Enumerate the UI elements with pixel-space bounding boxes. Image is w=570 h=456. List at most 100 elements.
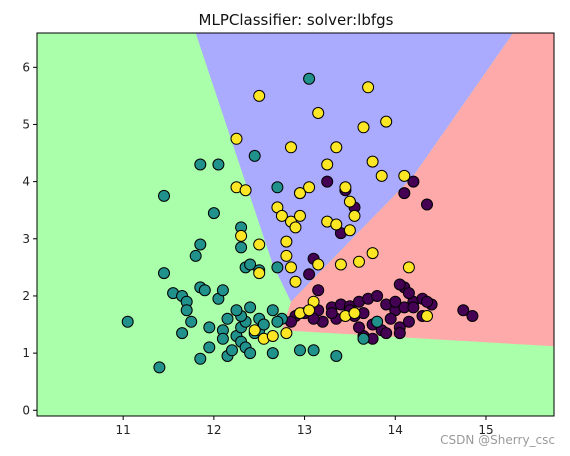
point-yellow — [402, 261, 415, 274]
point-yellow — [380, 115, 393, 128]
y-tick-label: 2 — [22, 289, 30, 303]
point-yellow — [357, 121, 370, 134]
point-yellow — [303, 304, 316, 317]
point-teal — [257, 318, 270, 331]
point-yellow — [235, 229, 248, 242]
point-purple — [393, 327, 406, 340]
point-yellow — [421, 310, 433, 322]
point-teal — [194, 352, 207, 365]
point-teal — [226, 344, 238, 357]
x-axis: 11 12 13 14 15 — [116, 416, 494, 437]
y-tick-label: 3 — [22, 232, 30, 246]
point-teal — [244, 301, 257, 314]
point-teal — [203, 341, 216, 354]
point-teal — [198, 284, 211, 297]
point-yellow — [339, 181, 352, 194]
point-teal — [271, 261, 284, 274]
point-yellow — [285, 141, 297, 154]
point-purple — [402, 287, 415, 300]
point-purple — [312, 284, 325, 297]
point-yellow — [275, 209, 288, 222]
point-teal — [221, 312, 234, 325]
point-teal — [121, 315, 134, 328]
region-blue — [195, 33, 514, 302]
point-teal — [203, 321, 216, 334]
point-yellow — [294, 187, 306, 200]
point-teal — [153, 361, 166, 374]
point-purple — [421, 295, 433, 308]
point-yellow — [362, 81, 375, 94]
y-tick-label: 6 — [22, 60, 30, 74]
point-yellow — [253, 238, 266, 251]
x-tick-label: 11 — [116, 423, 131, 437]
point-teal — [176, 327, 189, 340]
point-purple — [457, 304, 470, 317]
point-yellow — [366, 247, 379, 260]
point-yellow — [303, 181, 316, 194]
point-purple — [421, 198, 433, 211]
point-yellow — [366, 155, 379, 168]
point-teal — [244, 347, 257, 360]
y-tick-label: 4 — [22, 175, 30, 189]
point-teal — [266, 304, 279, 317]
point-teal — [180, 304, 193, 317]
point-yellow — [253, 89, 266, 102]
point-purple — [371, 290, 384, 302]
point-teal — [235, 241, 248, 254]
x-tick-label: 13 — [297, 423, 312, 437]
point-purple — [393, 278, 406, 291]
point-teal — [158, 189, 170, 202]
chart-title: MLPClassifier: solver:lbfgs — [199, 11, 394, 29]
point-teal — [244, 258, 257, 271]
point-yellow — [289, 275, 302, 288]
point-yellow — [285, 261, 297, 274]
point-teal — [216, 332, 229, 345]
y-axis: 0 1 2 3 4 5 6 — [22, 60, 37, 417]
point-teal — [158, 267, 170, 280]
point-teal — [185, 315, 198, 328]
point-yellow — [312, 258, 325, 271]
point-purple — [389, 295, 402, 308]
point-purple — [321, 175, 334, 188]
point-purple — [407, 175, 420, 188]
point-purple — [325, 307, 338, 320]
point-yellow — [353, 255, 365, 268]
point-teal — [189, 249, 202, 262]
point-yellow — [343, 195, 356, 208]
watermark: CSDN @Sherry_csc — [440, 433, 555, 447]
point-yellow — [375, 169, 388, 182]
point-yellow — [334, 258, 347, 271]
point-purple — [303, 268, 316, 281]
point-purple — [407, 301, 420, 314]
point-purple — [384, 312, 397, 325]
point-teal — [230, 304, 243, 317]
point-purple — [380, 327, 393, 340]
point-teal — [216, 284, 229, 297]
point-teal — [194, 238, 207, 251]
point-teal — [371, 315, 384, 328]
point-purple — [466, 310, 479, 322]
point-yellow — [312, 107, 325, 119]
point-yellow — [230, 132, 243, 145]
point-yellow — [294, 209, 306, 222]
x-tick-label: 15 — [478, 423, 493, 437]
point-yellow — [280, 235, 293, 248]
point-yellow — [280, 327, 293, 340]
point-teal — [207, 207, 220, 220]
point-teal — [266, 347, 279, 360]
point-yellow — [348, 307, 361, 320]
point-yellow — [343, 224, 356, 237]
plot-area — [36, 32, 555, 417]
point-teal — [271, 315, 284, 328]
region-red — [281, 33, 554, 347]
point-teal — [303, 72, 316, 85]
point-purple — [398, 187, 411, 200]
point-yellow — [280, 249, 293, 262]
point-teal — [194, 158, 207, 171]
point-yellow — [253, 267, 266, 280]
point-teal — [307, 344, 320, 357]
y-tick-label: 0 — [22, 403, 30, 417]
point-teal — [330, 350, 343, 362]
plot-frame — [36, 32, 555, 417]
